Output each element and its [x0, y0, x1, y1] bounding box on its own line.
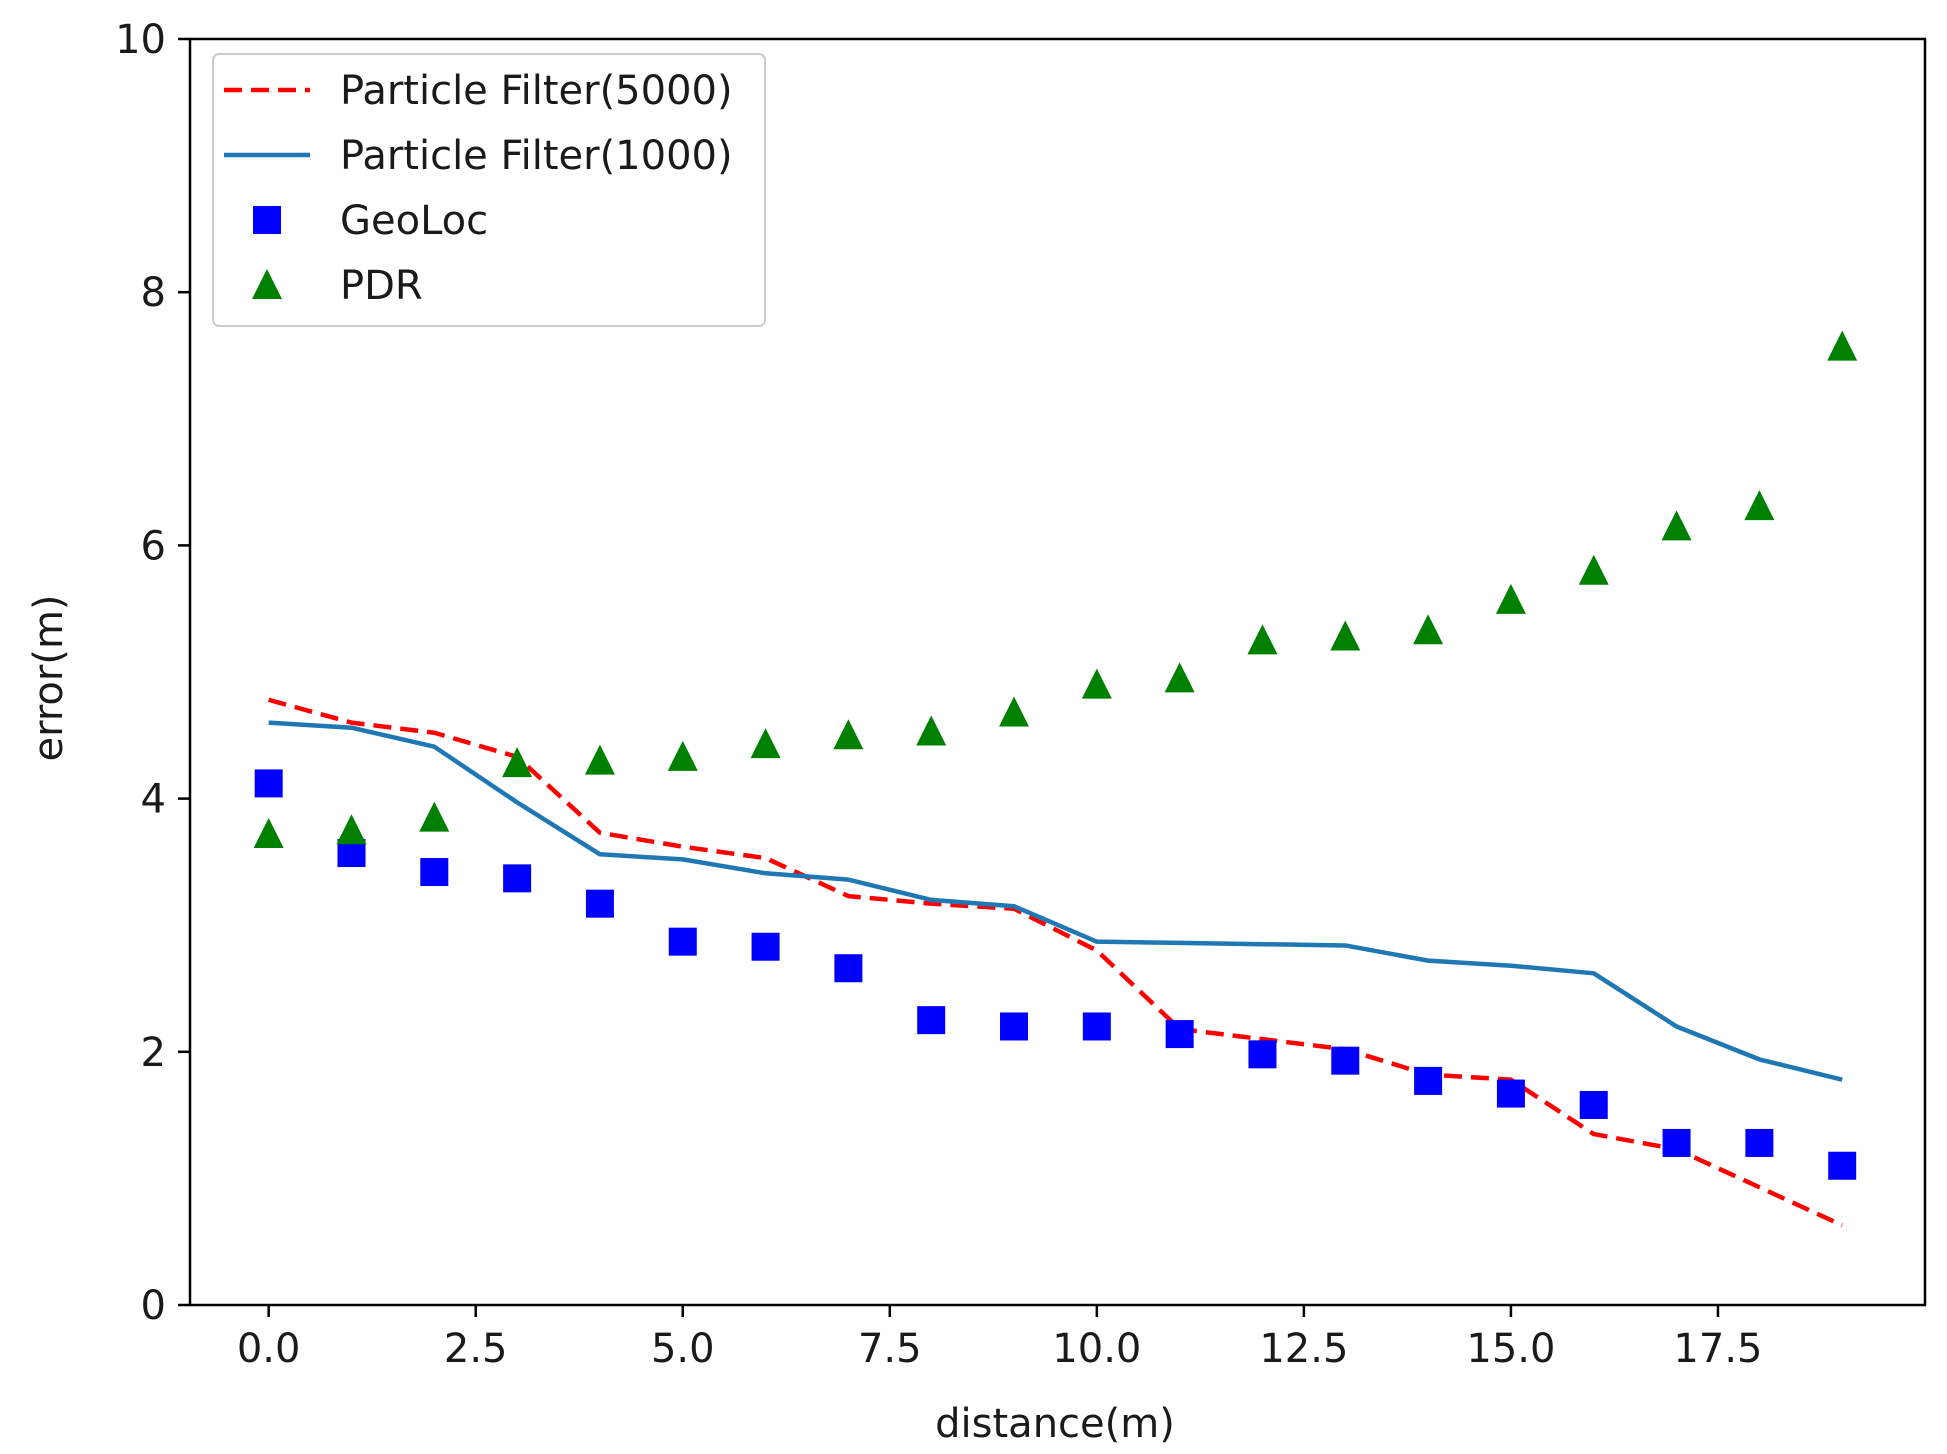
- point-geoloc: [668, 927, 697, 956]
- point-pdr: [1330, 620, 1361, 651]
- point-pdr: [1578, 554, 1609, 585]
- point-geoloc: [1082, 1012, 1111, 1041]
- legend-label-particle-filter-1000: Particle Filter(1000): [340, 133, 733, 179]
- legend-label-pdr: PDR: [340, 263, 423, 309]
- point-geoloc: [1496, 1079, 1525, 1108]
- point-pdr: [999, 696, 1030, 727]
- point-pdr: [253, 818, 284, 849]
- point-pdr: [584, 744, 615, 775]
- point-pdr: [1247, 624, 1278, 655]
- point-pdr: [1164, 662, 1195, 693]
- point-pdr: [1413, 614, 1444, 645]
- point-pdr: [1081, 668, 1112, 699]
- series-line-particle-filter-5000: [268, 697, 1844, 1228]
- point-pdr: [419, 801, 450, 832]
- legend-label-particle-filter-5000: Particle Filter(5000): [340, 68, 733, 114]
- legend-swatch-pdr: [252, 269, 282, 299]
- y-tick-label: 0: [141, 1283, 166, 1329]
- y-axis-ticks: 0 2 4 6 8 10: [115, 17, 190, 1329]
- point-geoloc: [834, 954, 863, 983]
- legend-box: [212, 53, 766, 327]
- point-geoloc: [585, 889, 614, 918]
- y-axis-label: error(m): [26, 594, 72, 761]
- x-tick-label: 17.5: [1673, 1326, 1762, 1372]
- point-geoloc: [1414, 1066, 1443, 1095]
- x-tick-label: 10.0: [1052, 1326, 1141, 1372]
- plot-marks: [253, 330, 1858, 1228]
- point-geoloc: [917, 1006, 946, 1035]
- point-geoloc: [1579, 1090, 1608, 1119]
- series-line-particle-filter-1000: [268, 720, 1843, 1082]
- y-tick-label: 2: [141, 1030, 166, 1076]
- legend: Particle Filter(5000) Particle Filter(100…: [212, 53, 766, 327]
- point-pdr: [667, 740, 698, 771]
- series-points-pdr: [253, 330, 1858, 849]
- point-pdr: [502, 747, 533, 778]
- legend-label-geoloc: GeoLoc: [340, 198, 488, 244]
- x-tick-label: 7.5: [858, 1326, 922, 1372]
- point-pdr: [1495, 583, 1526, 614]
- point-geoloc: [751, 932, 780, 961]
- x-tick-label: 2.5: [444, 1326, 508, 1372]
- point-pdr: [1661, 510, 1692, 541]
- x-axis-label: distance(m): [935, 1401, 1175, 1447]
- x-tick-label: 0.0: [237, 1326, 301, 1372]
- x-tick-label: 15.0: [1466, 1326, 1555, 1372]
- legend-swatch-geoloc: [253, 206, 281, 234]
- x-tick-label: 5.0: [651, 1326, 715, 1372]
- point-geoloc: [1662, 1128, 1691, 1157]
- x-axis-ticks: 0.0 2.5 5.0 7.5 10.0 12.5 15.0 17.5: [237, 1305, 1762, 1372]
- point-geoloc: [1828, 1151, 1857, 1180]
- point-geoloc: [1165, 1020, 1194, 1049]
- point-pdr: [336, 814, 367, 845]
- point-pdr: [833, 719, 864, 750]
- point-geoloc: [1331, 1046, 1360, 1075]
- point-pdr: [1744, 490, 1775, 521]
- x-tick-label: 12.5: [1259, 1326, 1348, 1372]
- y-tick-label: 8: [141, 270, 166, 316]
- point-geoloc: [1248, 1040, 1277, 1069]
- point-geoloc: [1745, 1128, 1774, 1157]
- y-tick-label: 4: [141, 777, 166, 823]
- point-pdr: [1827, 330, 1858, 361]
- y-tick-label: 6: [141, 523, 166, 569]
- series-points-geoloc: [254, 769, 1857, 1180]
- y-tick-label: 10: [115, 17, 166, 63]
- point-geoloc: [1000, 1012, 1029, 1041]
- point-pdr: [750, 728, 781, 759]
- point-pdr: [916, 715, 947, 746]
- point-geoloc: [503, 864, 532, 893]
- point-geoloc: [420, 858, 449, 887]
- plot-frame: [188, 37, 1927, 1307]
- point-geoloc: [254, 769, 283, 798]
